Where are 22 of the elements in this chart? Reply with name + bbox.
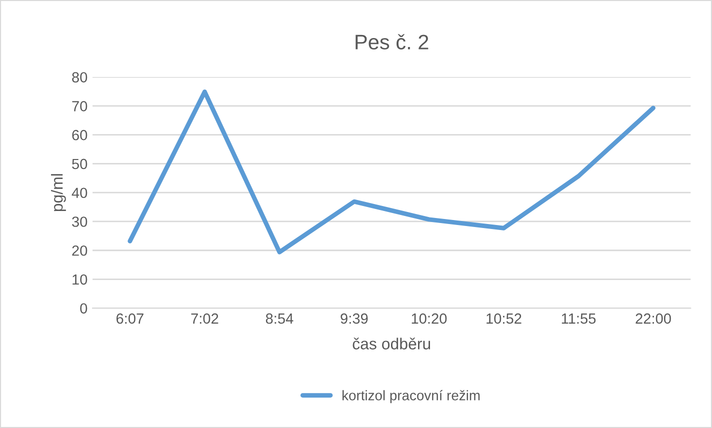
line-series (128, 90, 656, 254)
y-axis-title: pg/ml (51, 174, 66, 212)
x-tick-label: 22:00 (636, 313, 671, 324)
y-tick-label: 70 (72, 101, 88, 112)
x-tick-label: 6:07 (116, 313, 144, 324)
x-tick-label: 7:02 (191, 313, 218, 324)
x-tick-label: 8:54 (266, 313, 294, 324)
y-tick-label: 80 (72, 72, 88, 82)
chart-title: Pes č. 2 (356, 34, 428, 50)
x-tick-label: 10:20 (412, 313, 447, 324)
x-tick-label: 9:39 (340, 313, 368, 324)
y-tick-label: 60 (72, 130, 88, 140)
y-tick-label: 50 (72, 158, 88, 170)
x-axis-title: čas odběru (352, 338, 430, 350)
y-tick-label: 20 (72, 245, 88, 256)
x-tick-label: 10:52 (486, 313, 522, 324)
y-tick-label: 0 (80, 303, 88, 314)
y-tick-label: 30 (72, 216, 88, 227)
legend-label: kortizol pracovní režim (342, 390, 480, 404)
y-tick-label: 10 (72, 274, 88, 285)
x-tick-label: 11:55 (562, 314, 596, 324)
y-tick-label: 40 (72, 188, 88, 198)
